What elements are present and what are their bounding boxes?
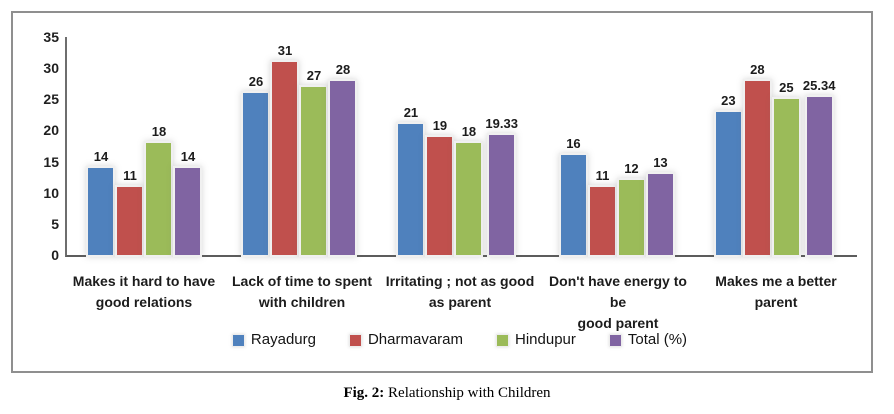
bar-dharmavaram — [589, 186, 615, 255]
bar-column: 18 — [146, 123, 172, 255]
bar-value-label: 28 — [335, 61, 351, 77]
bar-column: 28 — [330, 61, 356, 255]
bar-group: 21 19 18 19.33 — [398, 105, 518, 255]
bar-column: 21 — [398, 105, 424, 255]
legend-marker — [349, 334, 361, 346]
bar-column: 31 — [272, 42, 298, 255]
bar-value-label: 13 — [653, 155, 668, 171]
y-tick-label: 20 — [43, 122, 59, 139]
bar-dharmavaram — [744, 80, 770, 255]
legend-item: Hindupur — [497, 331, 576, 349]
bar-column: 26 — [243, 74, 269, 255]
bar-value-label: 11 — [123, 167, 137, 183]
bar-value-label: 14 — [93, 148, 109, 164]
y-axis: 0 5 10 15 20 25 30 35 — [13, 29, 59, 263]
chart-frame: 0 5 10 15 20 25 30 35 14 11 18 14 26 31 27 28 21 19 18 19.… — [11, 11, 873, 373]
bar-hindupur — [456, 142, 482, 255]
legend-label: Total (%) — [627, 331, 688, 348]
bar-group: 26 31 27 28 — [243, 42, 356, 255]
bar-value-label: 19 — [432, 117, 448, 133]
y-tick-label: 35 — [43, 29, 59, 45]
legend-marker — [609, 334, 621, 346]
y-tick-label: 5 — [51, 215, 59, 232]
bar-column: 23 — [715, 92, 741, 255]
bar-value-label: 21 — [403, 105, 419, 121]
bar-group: 23 28 25 25.34 — [715, 61, 836, 255]
bar-value-label: 23 — [721, 92, 736, 108]
bar-dharmavaram — [272, 61, 298, 255]
x-axis-labels: Makes it hard to have good relations Lack… — [65, 271, 855, 334]
figure-caption-prefix: Fig. 2: — [343, 385, 385, 401]
legend-label: Hindupur — [515, 331, 576, 348]
bar-column: 11 — [117, 167, 143, 255]
bar-column: 25 — [773, 80, 799, 255]
bar-dharmavaram — [117, 186, 143, 255]
category-label: Makes it hard to have good relations — [72, 273, 216, 310]
bar-hindupur — [146, 142, 172, 255]
plot-area: 14 11 18 14 26 31 27 28 21 19 18 19.33 16 11 12 13 23 28 2… — [65, 37, 857, 257]
bar-value-label: 31 — [277, 42, 293, 58]
bar-column: 19 — [427, 117, 453, 255]
bar-column: 16 — [560, 136, 586, 255]
bar-total — [806, 97, 832, 255]
bar-column: 11 — [589, 167, 615, 255]
figure-caption-text: Relationship with Children — [384, 385, 551, 401]
bar-column: 25.34 — [802, 78, 836, 255]
category-label: Irritating ; not as good as parent — [385, 273, 535, 310]
category-label: Don't have energy to be good parent — [549, 273, 687, 331]
bar-value-label: 14 — [180, 148, 196, 164]
figure-caption: Fig. 2: Relationship with Children — [0, 385, 894, 402]
bar-column: 19.33 — [485, 116, 518, 255]
category-label: Makes me a better parent — [715, 273, 837, 310]
bar-column: 28 — [744, 61, 770, 255]
bar-value-label: 16 — [566, 136, 581, 152]
y-tick-label: 0 — [51, 247, 59, 263]
legend-label: Rayadurg — [250, 331, 316, 348]
bar-column: 13 — [647, 155, 673, 255]
bar-hindupur — [301, 86, 327, 255]
bar-column: 27 — [301, 67, 327, 255]
bar-rayadurg — [88, 167, 114, 255]
bar-column: 12 — [618, 161, 644, 255]
bar-rayadurg — [243, 93, 269, 255]
bar-value-label: 27 — [306, 67, 322, 83]
bar-dharmavaram — [427, 136, 453, 255]
bar-hindupur — [618, 180, 644, 255]
y-tick-label: 10 — [43, 184, 59, 201]
bar-column: 14 — [88, 148, 114, 255]
bar-rayadurg — [715, 111, 741, 255]
bar-total — [489, 134, 515, 255]
category-label: Lack of time to spent with children — [231, 273, 373, 310]
bar-hindupur — [773, 99, 799, 255]
bar-total — [175, 167, 201, 255]
y-tick-label: 25 — [43, 91, 59, 108]
bar-total — [330, 80, 356, 255]
bar-value-label: 12 — [624, 161, 639, 177]
legend: Rayadurg Dharmavaram Hindupur Total (%) — [65, 331, 855, 349]
bar-column: 18 — [456, 123, 482, 255]
legend-item: Total (%) — [609, 331, 688, 349]
bar-total — [647, 174, 673, 255]
y-tick-label: 15 — [43, 153, 59, 170]
bar-value-label: 18 — [461, 123, 477, 139]
bar-value-label: 28 — [750, 61, 765, 77]
bar-rayadurg — [560, 155, 586, 255]
legend-item: Dharmavaram — [349, 331, 463, 349]
bar-value-label: 19.33 — [485, 115, 518, 131]
bar-column: 14 — [175, 148, 201, 255]
legend-label: Dharmavaram — [367, 331, 463, 348]
legend-marker — [232, 334, 244, 346]
bar-value-label: 11 — [595, 167, 610, 183]
y-tick-label: 30 — [43, 60, 59, 77]
legend-item: Rayadurg — [232, 331, 316, 349]
bar-value-label: 18 — [151, 123, 167, 139]
legend-marker — [497, 334, 508, 346]
bar-group: 14 11 18 14 — [88, 123, 201, 255]
bar-rayadurg — [398, 124, 424, 255]
bar-value-label: 25.34 — [802, 78, 836, 94]
bar-value-label: 25 — [779, 80, 794, 96]
bar-group: 16 11 12 13 — [560, 136, 673, 255]
bar-value-label: 26 — [248, 74, 264, 90]
